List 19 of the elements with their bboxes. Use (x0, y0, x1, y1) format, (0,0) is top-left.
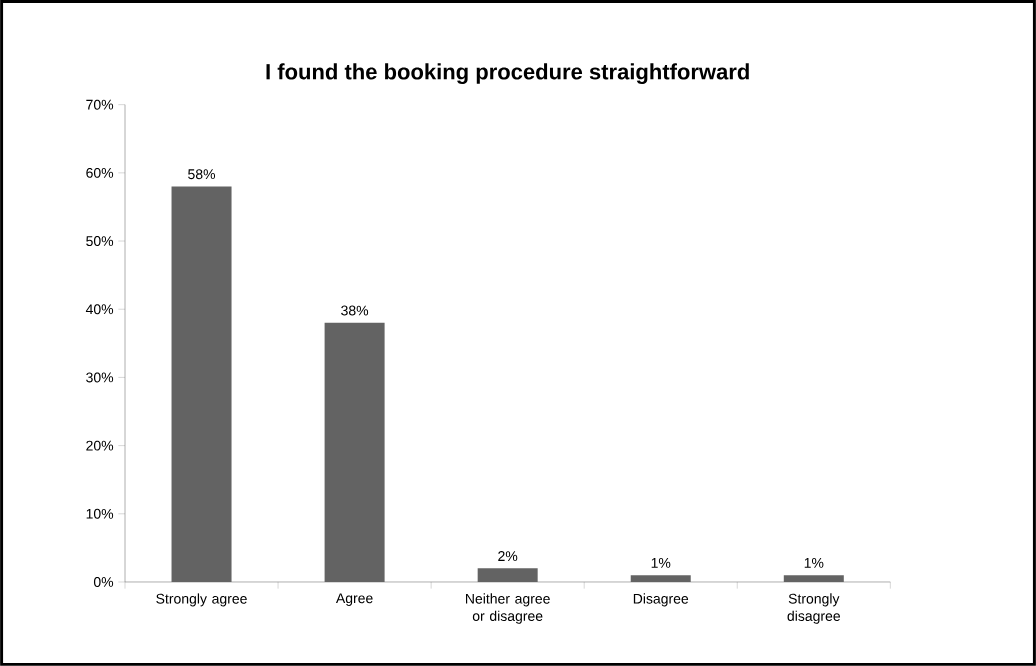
y-tick-label: 70% (86, 99, 114, 110)
data-label: 58% (188, 169, 216, 180)
y-tick-label: 0% (93, 577, 114, 587)
y-tick-label: 50% (86, 236, 114, 247)
x-tick-label: Agree (335, 593, 373, 606)
data-label: 1% (804, 558, 824, 568)
y-tick-label: 20% (86, 440, 114, 451)
data-label: 1% (651, 558, 671, 568)
x-tick-label: Strongly disagree (787, 593, 841, 624)
data-label: 2% (498, 551, 518, 561)
x-tick-label: Neither agree or disagree (466, 593, 550, 624)
y-tick-label: 10% (86, 508, 114, 519)
data-label: 38% (341, 305, 369, 316)
chart-title: I found the booking procedure straightforward (266, 63, 749, 84)
y-tick-label: 40% (85, 304, 114, 315)
x-tick-label: Strongly agree (156, 593, 247, 607)
y-tick-label: 30% (86, 372, 114, 383)
x-tick-label: Disagree (633, 593, 689, 607)
y-tick-label: 60% (86, 167, 114, 178)
